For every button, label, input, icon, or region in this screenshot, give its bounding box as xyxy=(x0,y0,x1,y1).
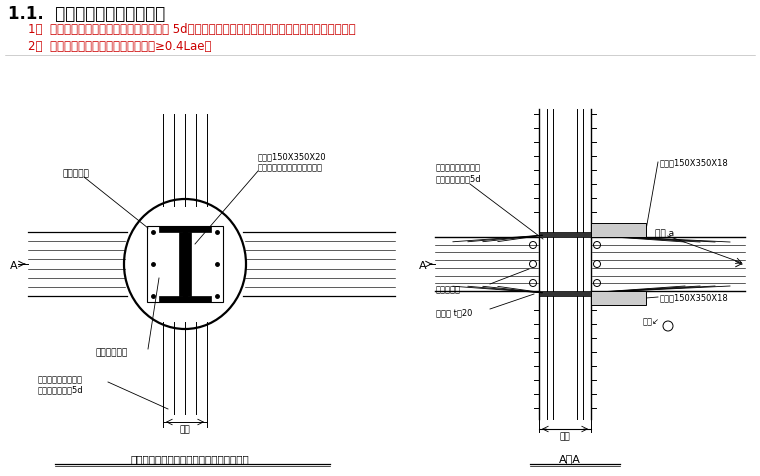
Text: A－A: A－A xyxy=(559,453,581,463)
Bar xyxy=(179,232,191,297)
Bar xyxy=(591,291,646,306)
Text: A: A xyxy=(420,260,427,270)
Text: 钢牛腿150X350X18: 钢牛腿150X350X18 xyxy=(660,293,729,302)
Text: 梁宽: 梁宽 xyxy=(179,424,190,433)
Bar xyxy=(591,224,646,238)
Text: 型钢钢柱翼板: 型钢钢柱翼板 xyxy=(95,347,127,356)
Bar xyxy=(539,291,591,297)
Text: 加劲肋 t＝20: 加劲肋 t＝20 xyxy=(436,307,473,317)
Text: 双面焊接于钢牛腿上
焊接长度不小于5d: 双面焊接于钢牛腿上 焊接长度不小于5d xyxy=(38,374,84,394)
Text: 余同↙: 余同↙ xyxy=(643,317,660,326)
Bar xyxy=(159,297,211,302)
Text: 余同 a: 余同 a xyxy=(655,229,674,238)
Text: 1）  梁纵筋焊于钢牛腿、加劲肋上，双面焊 5d；当有双排筋时，第二排筋焊于钢牛腿或加劲肋下侧；: 1） 梁纵筋焊于钢牛腿、加劲肋上，双面焊 5d；当有双排筋时，第二排筋焊于钢牛腿… xyxy=(28,23,356,36)
Text: A: A xyxy=(10,260,17,270)
Text: 柱纵筋箍筋: 柱纵筋箍筋 xyxy=(62,169,89,178)
Text: 1.1.  梁纵筋与型钢柱连接方法: 1.1. 梁纵筋与型钢柱连接方法 xyxy=(8,5,165,23)
Bar xyxy=(147,227,223,302)
Text: 钢牛腿150X350X18: 钢牛腿150X350X18 xyxy=(660,158,729,167)
Bar xyxy=(539,232,591,238)
Text: 钻筋套管孔: 钻筋套管孔 xyxy=(436,284,461,293)
Text: 钢牛腿150X350X20
设置支撑筋、现浇后取出位置: 钢牛腿150X350X20 设置支撑筋、现浇后取出位置 xyxy=(258,152,327,172)
Bar xyxy=(159,227,211,232)
Text: 双面焊接于钢牛腿上
焊接长度不小于5d: 双面焊接于钢牛腿上 焊接长度不小于5d xyxy=(436,163,482,183)
Text: 柱宽: 柱宽 xyxy=(559,431,570,440)
Text: 非转换层型钢圆柱与钢筋混凝土梁节点详图: 非转换层型钢圆柱与钢筋混凝土梁节点详图 xyxy=(131,453,249,463)
Text: 2）  梁纵筋弯锚，满足水平段锚固长度≥0.4Lae。: 2） 梁纵筋弯锚，满足水平段锚固长度≥0.4Lae。 xyxy=(28,40,211,53)
